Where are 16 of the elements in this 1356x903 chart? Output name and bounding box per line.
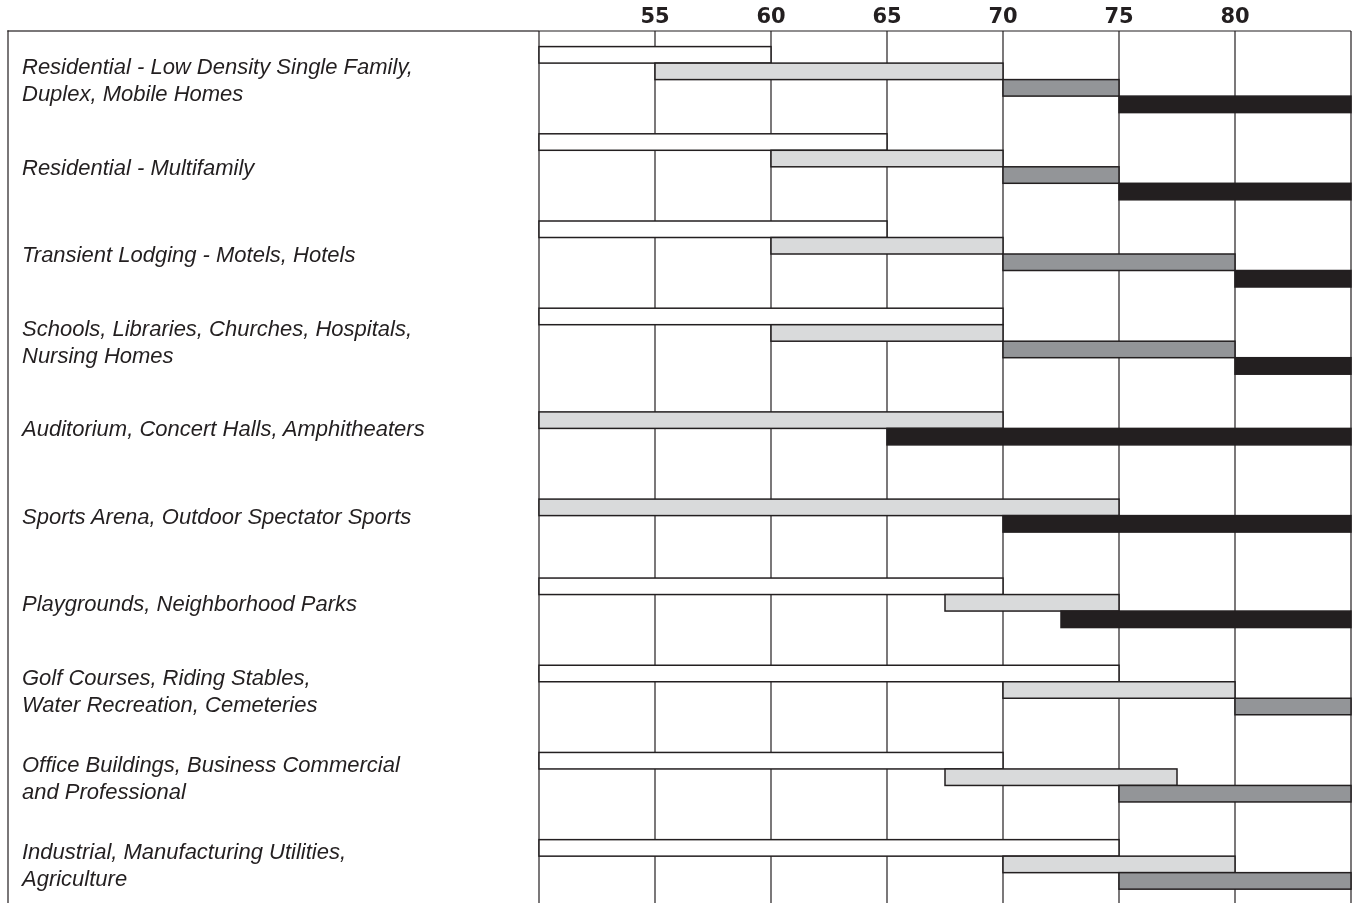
- y-tick-label: Residential - Low Density Single Family, Duplex, Mobile Homes: [22, 54, 413, 107]
- x-tick-label: 55: [640, 4, 670, 28]
- x-tick-label: 75: [1104, 4, 1134, 28]
- y-tick-label: Office Buildings, Business Commercial and Professional: [22, 751, 401, 804]
- y-tick-label: Playgrounds, Neighborhood Parks: [22, 590, 358, 616]
- y-tick-label: Transient Lodging - Motels, Hotels: [22, 242, 356, 267]
- x-tick-label: 70: [988, 4, 1018, 28]
- y-tick-label: Auditorium, Concert Halls, Amphitheaters: [20, 416, 425, 442]
- x-tick-label: 80: [1220, 4, 1250, 28]
- y-tick-label: Residential - Multifamily: [22, 154, 257, 180]
- y-tick-label: Sports Arena, Outdoor Spectator Sports: [22, 503, 412, 529]
- y-tick-label: Golf Courses, Riding Stables, Water Recreation, Cemeteries: [22, 664, 318, 717]
- y-tick-label: Schools, Libraries, Churches, Hospitals, Nursing Homes: [22, 315, 413, 368]
- x-tick-label: 60: [756, 4, 786, 28]
- y-tick-label: Industrial, Manufacturing Utilities, Agriculture: [20, 838, 347, 891]
- x-tick-label: 65: [872, 4, 902, 28]
